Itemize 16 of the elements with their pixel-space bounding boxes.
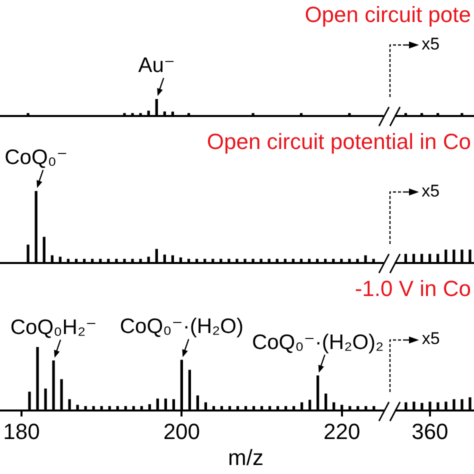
x-tick-label: 200 bbox=[163, 418, 200, 444]
annotation: CoQ₀⁻ bbox=[4, 146, 68, 169]
x-tick-label: 220 bbox=[323, 418, 360, 444]
x-tick-label: 180 bbox=[3, 418, 40, 444]
text: x5 bbox=[422, 34, 440, 54]
annotation: Au⁻ bbox=[138, 54, 176, 77]
annotation: x5 bbox=[422, 182, 440, 201]
x-tick-label: 360 bbox=[412, 418, 448, 444]
annotation: x5 bbox=[422, 329, 440, 348]
x-axis-title: m/z bbox=[228, 444, 264, 470]
annotation: CoQ₀⁻·(H₂O) bbox=[120, 315, 244, 338]
chart-title: -1.0 V in Co bbox=[354, 276, 471, 301]
annotation: CoQ₀H₂⁻ bbox=[10, 316, 97, 339]
chart-title: Open circuit potential in Co bbox=[206, 129, 471, 154]
annotation: CoQ₀⁻·(H₂O)₂ bbox=[252, 330, 384, 354]
chart-title: Open circuit pote bbox=[304, 2, 471, 27]
